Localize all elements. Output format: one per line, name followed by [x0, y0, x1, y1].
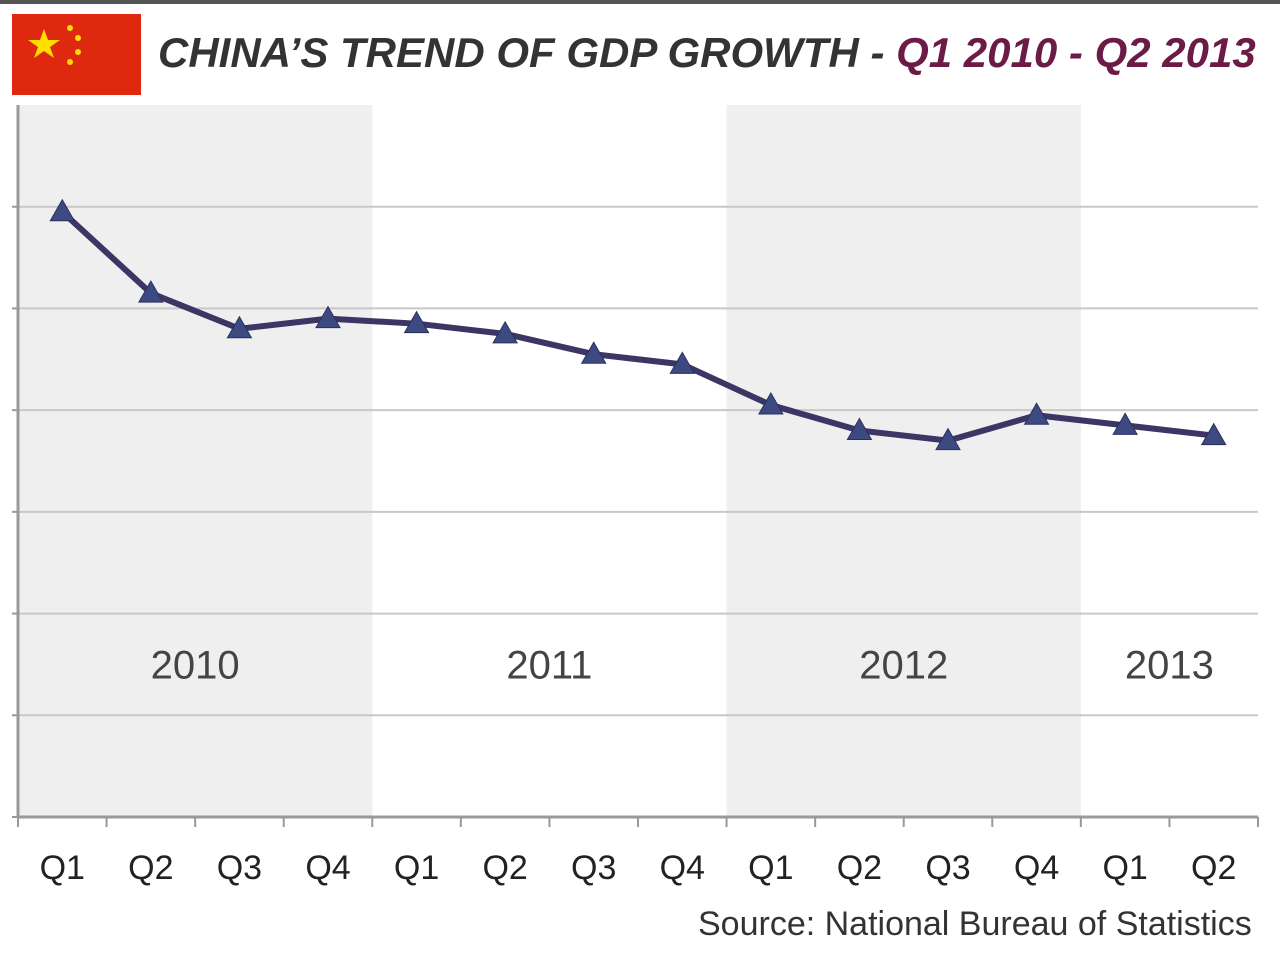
flag-star [75, 35, 81, 41]
top-border [0, 0, 1280, 4]
data-marker [757, 392, 784, 415]
title-main: CHINA’S TREND OF GDP GROWTH - [158, 29, 896, 76]
title-range: Q1 2010 - Q2 2013 [896, 29, 1256, 77]
data-marker [935, 427, 961, 451]
data-marker [315, 305, 341, 329]
data-marker [1200, 422, 1227, 446]
x-tick-label: Q4 [660, 849, 705, 887]
flag [12, 14, 141, 95]
flag-star [28, 29, 60, 58]
data-marker [403, 310, 430, 334]
source-note: Source: National Bureau of Statistics [698, 905, 1252, 943]
data-marker [1023, 402, 1050, 425]
series-line [60, 209, 1215, 444]
data-marker [492, 320, 519, 344]
x-tick-label: Q1 [1102, 849, 1147, 887]
x-tick-label: Q2 [482, 849, 527, 887]
x-tick-label: Q1 [394, 849, 439, 887]
year-band [18, 105, 373, 817]
year-label: 2012 [859, 644, 948, 688]
data-marker [846, 417, 873, 440]
year-label: 2013 [1125, 644, 1214, 688]
x-tick-label: Q2 [837, 849, 882, 887]
x-tick-label: Q2 [128, 849, 173, 887]
data-marker [669, 351, 696, 374]
x-tick-label: Q1 [748, 849, 793, 887]
flag-star [75, 49, 81, 55]
data-marker [226, 315, 253, 339]
data-marker [137, 280, 164, 303]
x-tick-label: Q2 [1191, 849, 1236, 887]
flag-star [67, 59, 73, 65]
year-band [726, 105, 1081, 817]
year-label: 2010 [151, 644, 240, 688]
data-marker [49, 198, 76, 222]
data-marker [1112, 412, 1139, 435]
x-tick-label: Q1 [40, 849, 85, 887]
x-tick-label: Q3 [925, 849, 970, 887]
chart-title: CHINA’S TREND OF GDP GROWTH - Q1 2010 - … [158, 29, 1256, 77]
year-label: 2011 [506, 644, 592, 688]
x-tick-label: Q4 [1014, 849, 1059, 887]
x-tick-label: Q4 [305, 849, 350, 887]
flag-star [67, 25, 73, 31]
x-tick-label: Q3 [217, 849, 262, 887]
plot: 2010 2011 2012 2013 Q1 Q2 Q3 Q4 Q1 Q2 Q3 Q4 Q1 Q2 Q3 Q4… [12, 105, 1259, 887]
x-tick-label: Q3 [571, 849, 616, 887]
data-marker [580, 341, 607, 364]
